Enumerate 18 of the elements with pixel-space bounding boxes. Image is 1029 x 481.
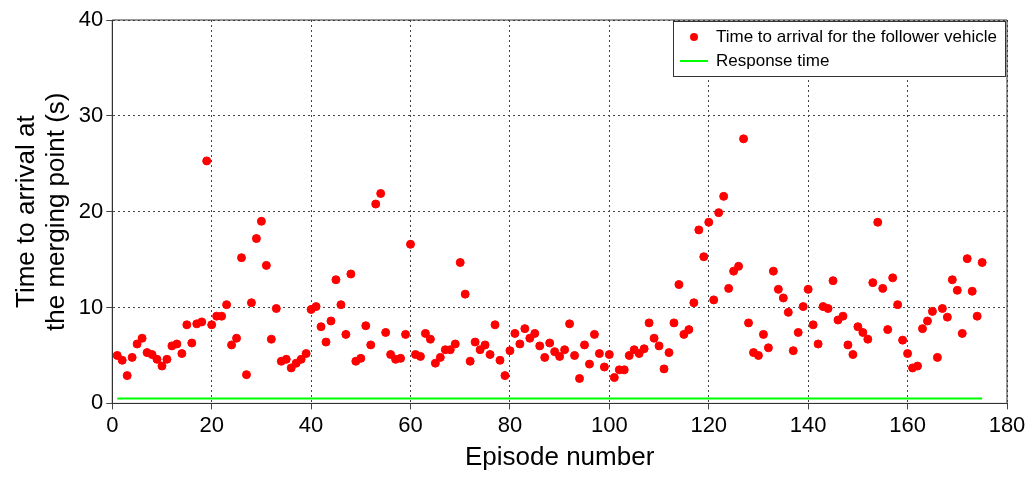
y-tick-label: 10 bbox=[78, 293, 104, 319]
y-tick-label: 0 bbox=[91, 389, 104, 415]
x-tick-label: 40 bbox=[298, 411, 324, 437]
y-tick-label: 20 bbox=[78, 197, 104, 223]
x-tick-label: 100 bbox=[590, 411, 628, 437]
x-tick-label: 60 bbox=[398, 411, 423, 437]
x-tick-label: 180 bbox=[988, 411, 1026, 437]
y-axis-title: Time to arrival at the merging point (s) bbox=[10, 92, 71, 331]
x-tick-label: 80 bbox=[497, 411, 523, 437]
x-axis-title: Episode number bbox=[464, 440, 655, 471]
x-tick-label: 20 bbox=[199, 411, 224, 437]
y-tick-label: 40 bbox=[78, 6, 104, 32]
legend-label: Response time bbox=[716, 50, 830, 72]
y-tick-label: 30 bbox=[78, 101, 104, 127]
x-tick-label: 120 bbox=[690, 411, 728, 437]
legend-label: Time to arrival for the follower vehicle bbox=[716, 26, 997, 48]
x-tick-label: 140 bbox=[789, 411, 827, 437]
x-tick-label: 160 bbox=[889, 411, 926, 437]
